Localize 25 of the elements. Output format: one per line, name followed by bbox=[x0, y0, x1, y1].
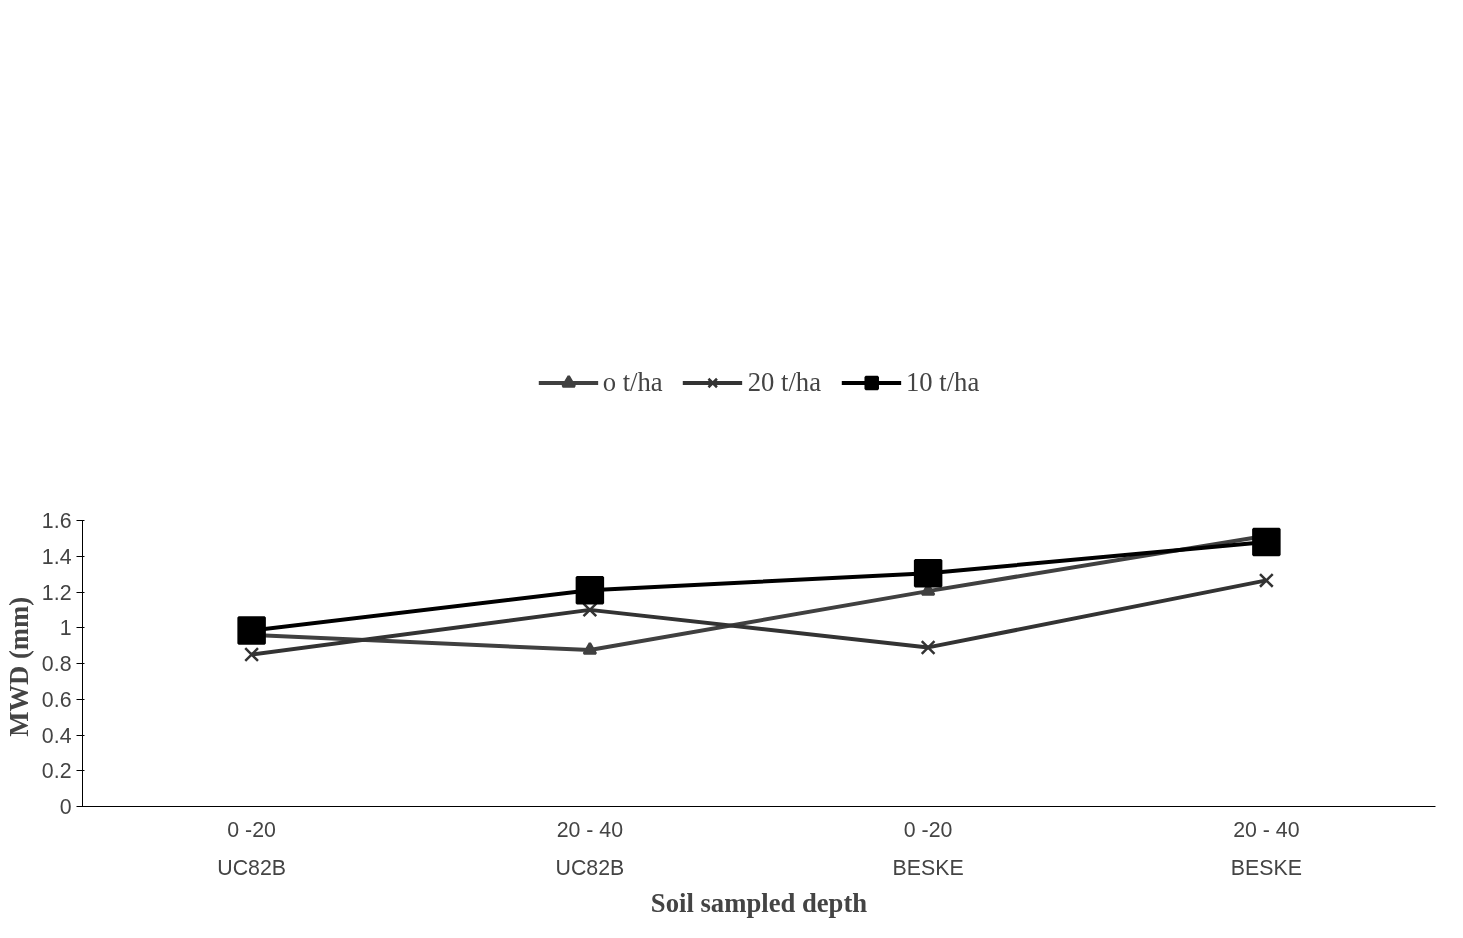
y-tick-label: 0.6 bbox=[41, 687, 72, 712]
point bbox=[920, 639, 936, 656]
legend-label: o t/ha bbox=[602, 366, 663, 398]
y-tick-label: 0.8 bbox=[41, 652, 72, 676]
x-axis-title: Soil sampled depth bbox=[650, 887, 868, 918]
point bbox=[913, 558, 943, 588]
point bbox=[1252, 527, 1281, 557]
category-label: 0 -20 BESKE bbox=[892, 817, 964, 880]
y-tick-label: 0.4 bbox=[41, 723, 72, 748]
point bbox=[244, 646, 260, 663]
y-tick-label: 1.2 bbox=[41, 580, 72, 605]
point bbox=[237, 616, 266, 645]
y-axis-title: MWD (mm) bbox=[3, 596, 34, 737]
point bbox=[1258, 572, 1274, 588]
y-tick-label: 0 bbox=[59, 795, 72, 819]
point bbox=[575, 575, 605, 605]
legend-label: 20 t/ha bbox=[747, 366, 821, 398]
category-label: 20 - 40 BESKE bbox=[1230, 817, 1302, 880]
category-label: 20 - 40 UC82B bbox=[555, 817, 625, 880]
y-tick-label: 1.6 bbox=[41, 509, 72, 533]
category-label: 0 -20 UC82B bbox=[217, 817, 287, 880]
y-tick-label: 1 bbox=[59, 616, 72, 641]
y-tick-label: 1.4 bbox=[41, 544, 72, 569]
y-tick-label: 0.2 bbox=[41, 759, 72, 784]
legend-label: 10 t/ha bbox=[905, 366, 980, 398]
